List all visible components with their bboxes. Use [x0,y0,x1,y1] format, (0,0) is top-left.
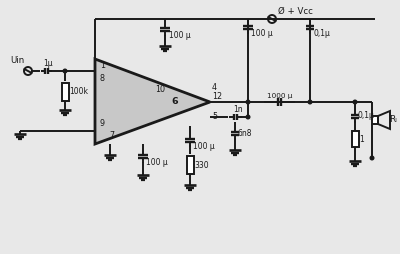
Text: Rₗ: Rₗ [389,115,397,123]
Text: 1: 1 [359,135,364,144]
Text: 6: 6 [172,97,178,105]
Circle shape [63,69,67,73]
Text: 100 µ: 100 µ [169,31,191,40]
Bar [62,83,68,101]
Text: 1: 1 [100,61,105,70]
Text: 100 µ: 100 µ [193,142,215,151]
Text: 1000 µ: 1000 µ [267,93,292,99]
Text: 4: 4 [212,83,217,92]
Circle shape [308,100,312,104]
Circle shape [353,100,357,104]
Bar [352,131,358,147]
Circle shape [246,100,250,104]
Text: 0,1µ: 0,1µ [358,112,375,120]
Text: 6n8: 6n8 [238,129,252,137]
Text: 1µ: 1µ [43,58,53,68]
Text: 9: 9 [100,119,105,128]
Text: 5: 5 [212,112,217,121]
Text: 100k: 100k [69,87,88,97]
Text: 8: 8 [100,74,105,83]
Text: 1n: 1n [233,105,243,114]
Text: Ø + Vcc: Ø + Vcc [278,7,313,16]
Text: 100 µ: 100 µ [251,29,273,38]
Text: 0,1µ: 0,1µ [313,29,330,38]
Text: 100 µ: 100 µ [146,158,168,167]
Bar [186,156,194,174]
Text: 10: 10 [155,85,165,94]
Bar [372,116,378,124]
Polygon shape [95,59,210,144]
Text: Uin: Uin [10,56,24,65]
Text: 12: 12 [212,92,222,101]
Text: 7: 7 [109,131,114,140]
Circle shape [246,115,250,119]
Text: 330: 330 [194,161,209,169]
Circle shape [370,156,374,160]
